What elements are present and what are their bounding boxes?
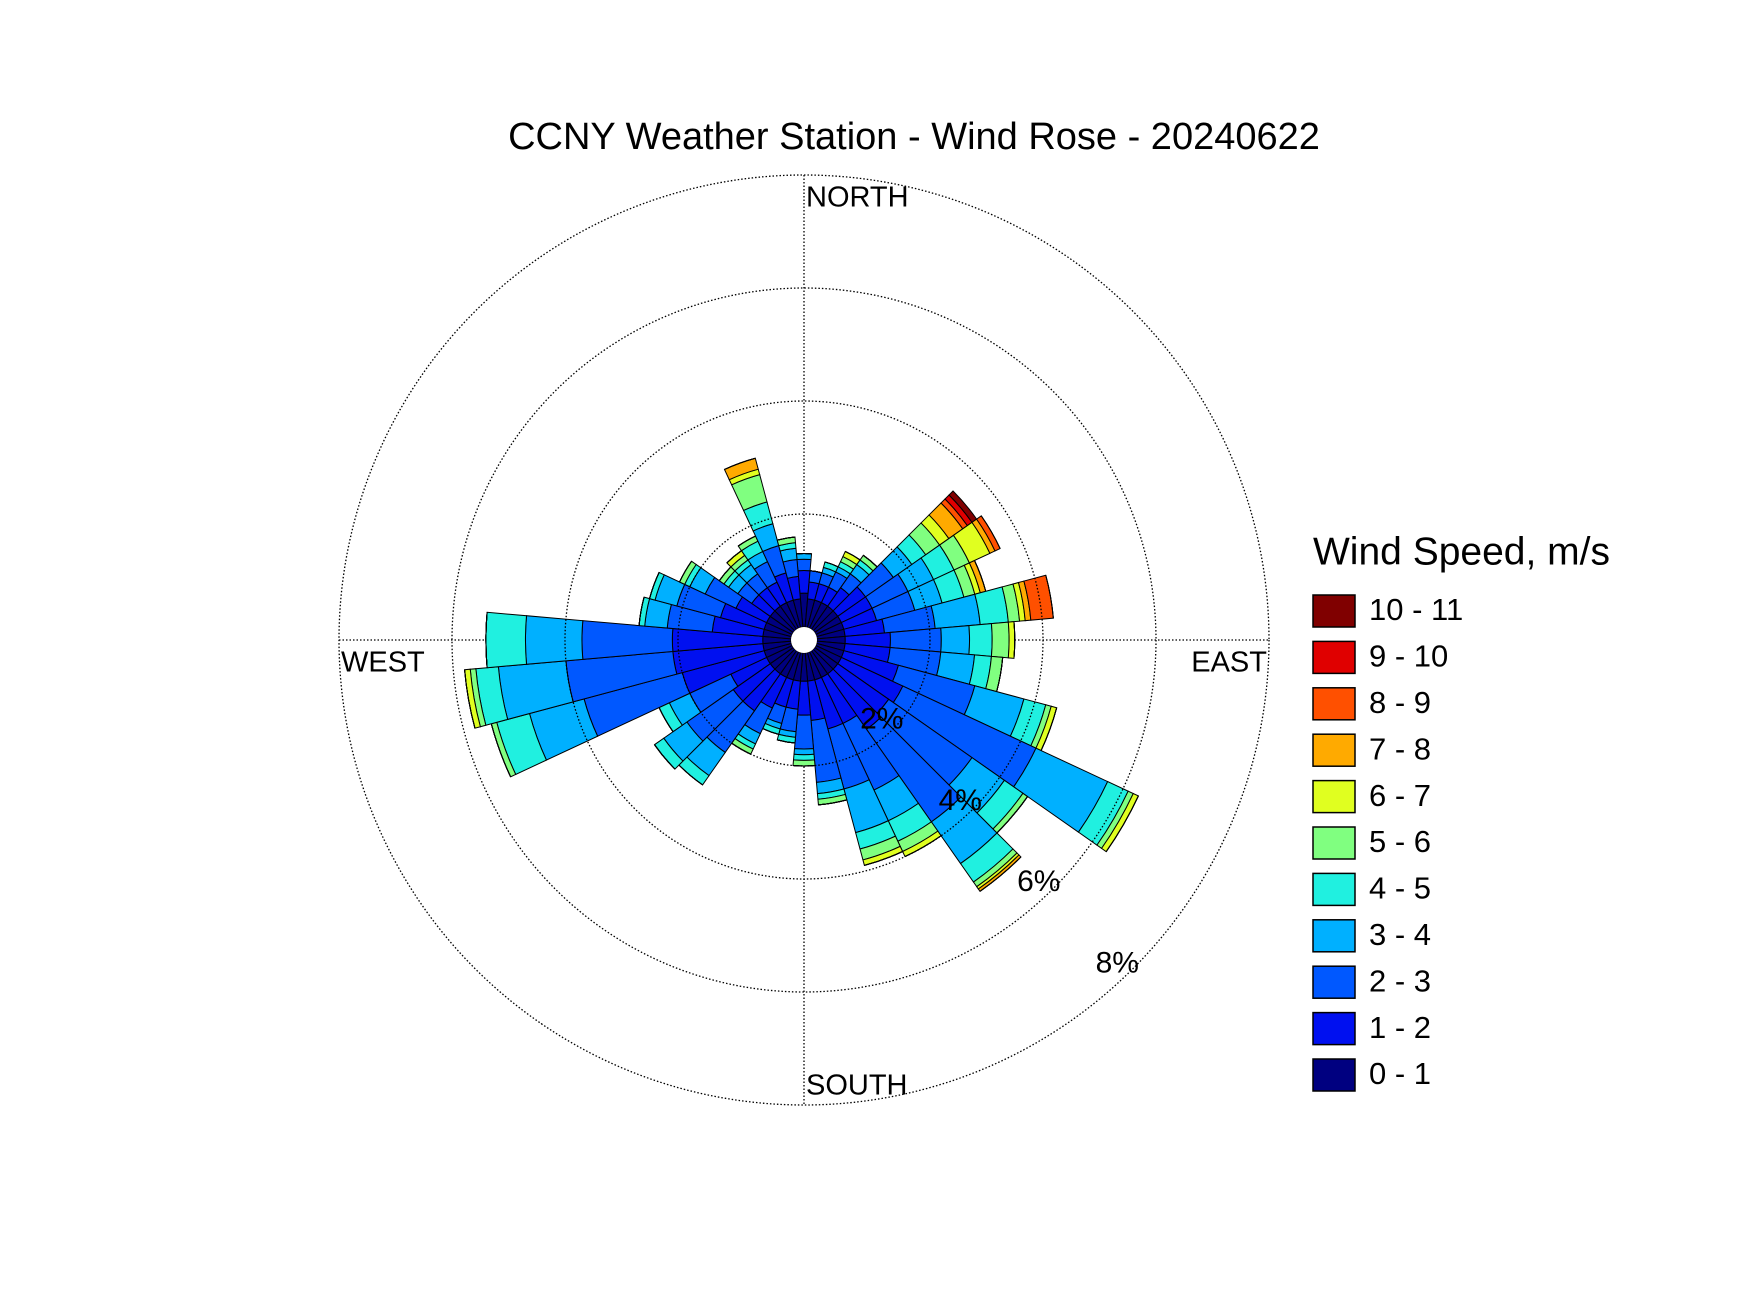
chart-title: CCNY Weather Station - Wind Rose - 20240…: [508, 116, 1320, 158]
wind-sector: [654, 744, 676, 770]
wind-sector: [940, 625, 971, 655]
grid-ring: [564, 400, 1044, 880]
wind-sector: [796, 558, 812, 572]
legend-swatch: [1312, 872, 1356, 907]
wind-sector: [793, 748, 815, 756]
legend-label: 6 - 7: [1369, 778, 1431, 813]
wind-sector: [524, 615, 584, 665]
wind-sector: [485, 612, 488, 668]
legend-label: 1 - 2: [1369, 1010, 1431, 1045]
legend-label: 8 - 9: [1369, 685, 1431, 720]
legend-label: 2 - 3: [1369, 963, 1431, 998]
direction-label: WEST: [341, 647, 425, 679]
legend-swatch: [1312, 1011, 1356, 1046]
wind-sector: [485, 611, 528, 669]
bars: [464, 457, 1140, 893]
wind-sector: [1013, 621, 1016, 659]
legend-swatch: [1312, 779, 1356, 814]
legend-label: 3 - 4: [1369, 917, 1431, 952]
legend-swatch: [1312, 1058, 1356, 1092]
legend-swatch: [1312, 594, 1356, 628]
direction-label: SOUTH: [806, 1070, 908, 1102]
r-tick-label: 8%: [1096, 946, 1139, 979]
legend-label: 0 - 1: [1369, 1056, 1431, 1091]
legend-label: 10 - 11: [1369, 592, 1463, 627]
grid-ring: [451, 287, 1157, 993]
legend-swatch: [1312, 965, 1356, 999]
wind-sector: [724, 457, 756, 470]
legend-label: 7 - 8: [1369, 731, 1431, 766]
wind-sector: [990, 621, 1010, 659]
wind-sector: [777, 536, 796, 541]
legend-swatch: [1312, 826, 1356, 860]
legend-label: 4 - 5: [1369, 871, 1431, 906]
direction-label: EAST: [1191, 647, 1267, 679]
wind-sector: [792, 753, 816, 761]
wind-sector: [679, 560, 692, 583]
overlay: 2% 4% 6% 8% NORTH EAST SOUTH WEST: [341, 182, 1267, 1102]
r-tick-label: 6%: [1017, 865, 1060, 898]
legend-swatch: [1312, 687, 1356, 721]
r-tick-label: 2%: [860, 702, 903, 735]
wind-sector: [792, 759, 816, 767]
legend-swatch: [1312, 919, 1356, 953]
wind-sector: [1007, 621, 1016, 659]
legend-label: 5 - 6: [1369, 824, 1431, 859]
wind-sector: [818, 799, 847, 806]
direction-label: NORTH: [806, 182, 909, 214]
wind-sector: [638, 597, 645, 626]
legend-title: Wind Speed, m/s: [1313, 530, 1610, 573]
legend-swatch: [1312, 733, 1356, 767]
r-tick-label: 4%: [939, 784, 982, 817]
wind-sector: [795, 553, 813, 561]
wind-sector: [1105, 795, 1139, 852]
legend-swatch: [1312, 640, 1356, 675]
center-hole: [791, 627, 817, 653]
legend-label: 9 - 10: [1369, 639, 1448, 674]
grid-ring: [677, 513, 931, 767]
wind-sector: [968, 623, 993, 657]
